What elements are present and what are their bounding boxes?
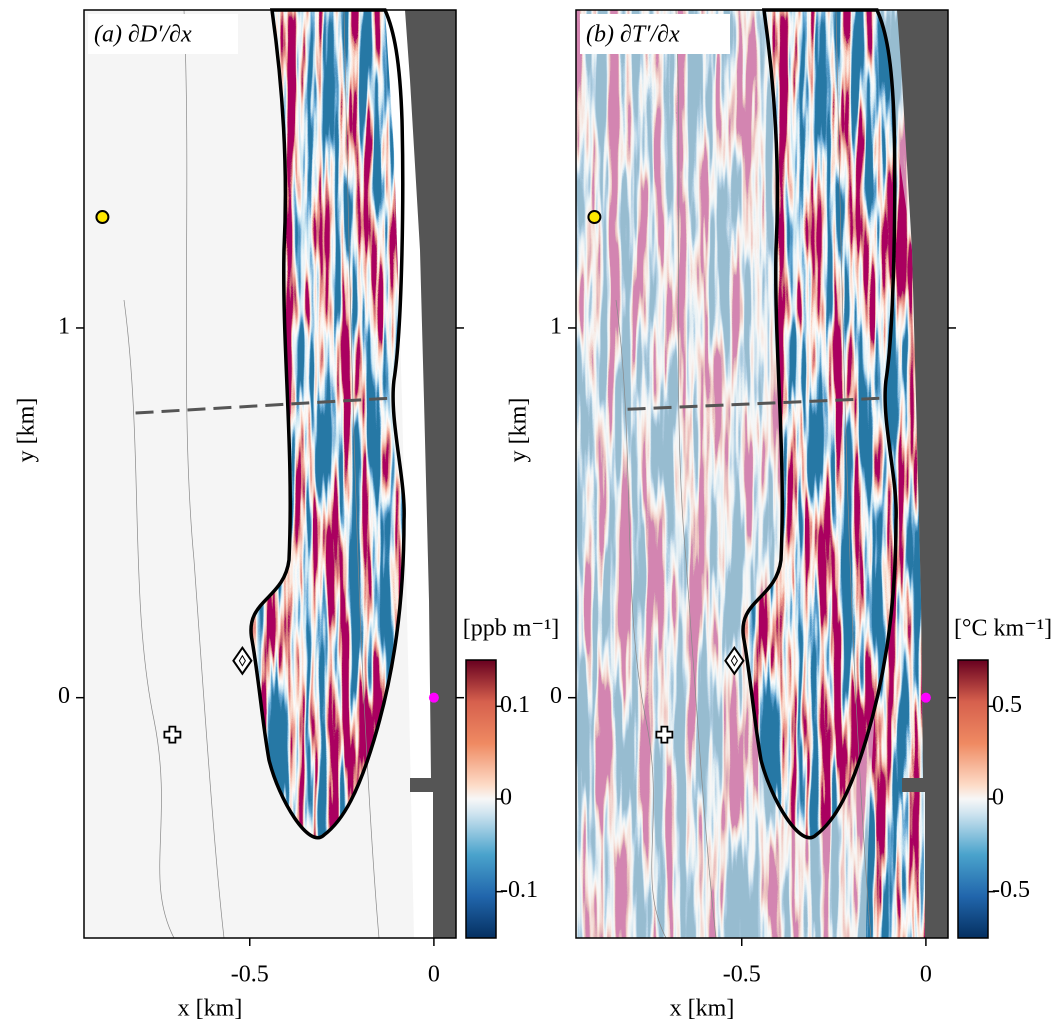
axes-frame [575, 9, 949, 939]
marker [724, 645, 745, 676]
colorbar-tick-label: -0.5 [992, 877, 1030, 903]
marker-inner [730, 654, 738, 667]
y-axis-label: y [km] [506, 398, 532, 463]
panel-title: (b) ∂T′/∂x [586, 22, 680, 48]
land [897, 10, 948, 938]
marker [587, 210, 602, 225]
marker [655, 725, 674, 744]
depth-contour [183, 9, 225, 939]
x-tick-label: -0.5 [723, 962, 761, 988]
transect-line [135, 396, 390, 415]
colorbar-label: [°C km⁻¹] [954, 616, 1052, 642]
title-box [88, 14, 238, 54]
depth-contour [343, 9, 380, 939]
depth-contour [123, 299, 175, 939]
title-box [580, 14, 730, 54]
plume-contour [249, 8, 406, 840]
panel [576, 8, 948, 939]
marker [232, 645, 253, 676]
plume-contour [741, 8, 898, 840]
colorbar-tick-label: 0 [992, 785, 1004, 811]
y-axis-label: y [km] [14, 398, 40, 463]
marker [920, 692, 931, 703]
depth-contour [615, 299, 667, 939]
land [405, 10, 456, 938]
y-tick-label: 1 [58, 313, 70, 339]
x-tick-label: 0 [920, 962, 932, 988]
y-tick-label: 1 [550, 313, 562, 339]
depth-contour [675, 9, 717, 939]
colorbar [465, 659, 497, 939]
x-tick-label: 0 [428, 962, 440, 988]
colorbar-label: [ppb m⁻¹] [463, 616, 560, 642]
x-axis-label: x [km] [670, 996, 735, 1022]
colorbar-tick-label: -0.1 [500, 877, 538, 903]
y-tick-label: 0 [550, 683, 562, 709]
marker [163, 725, 182, 744]
shore-zone [385, 10, 433, 938]
panel-title: (a) ∂D′/∂x [94, 22, 192, 48]
transect-line [627, 396, 882, 411]
marker-inner [238, 654, 246, 667]
marker [428, 692, 439, 703]
depth-contour [835, 9, 872, 939]
marker [95, 210, 110, 225]
colorbar [957, 659, 989, 939]
axes-frame [83, 9, 457, 939]
y-tick-label: 0 [58, 683, 70, 709]
x-tick-label: -0.5 [231, 962, 269, 988]
x-axis-label: x [km] [178, 996, 243, 1022]
colorbar-tick-label: 0.1 [500, 692, 530, 718]
colorbar-tick-label: 0 [500, 785, 512, 811]
panel [84, 8, 456, 939]
colorbar-tick-label: 0.5 [992, 692, 1022, 718]
